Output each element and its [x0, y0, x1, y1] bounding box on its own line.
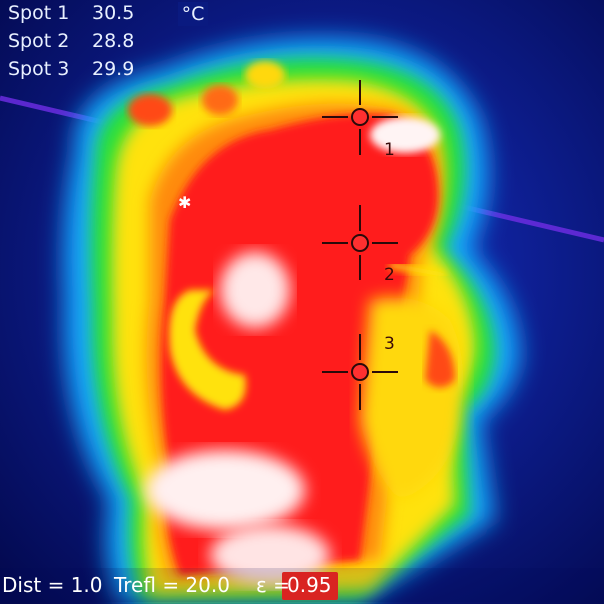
- reflected-temp-readout: Trefl = 20.0: [114, 573, 230, 597]
- asterisk-icon: ✱: [178, 193, 191, 212]
- spot-2-value: 28.8: [92, 30, 135, 52]
- marker-label-1: 1: [384, 140, 395, 160]
- spot-marker-3[interactable]: [322, 334, 398, 410]
- marker-label-3: 3: [384, 334, 395, 354]
- marker-label-2: 2: [384, 265, 395, 285]
- hotspot-cheek: [220, 252, 290, 328]
- distance-readout: Dist = 1.0: [2, 573, 103, 597]
- ear: [169, 290, 246, 410]
- temperature-unit: °C: [178, 2, 208, 26]
- spot-marker-1[interactable]: [322, 80, 398, 155]
- spot-1-value: 30.5: [92, 2, 135, 24]
- spot-marker-2[interactable]: [322, 205, 398, 280]
- status-bar: Dist = 1.0 Trefl = 20.0 ε = 0.95: [0, 568, 604, 602]
- hotspot-forehead: [370, 117, 440, 153]
- emissivity-highlight: [282, 572, 338, 600]
- spot-1-label: Spot 1: [8, 2, 70, 24]
- hotspot-neck: [145, 450, 305, 530]
- spot-2-label: Spot 2: [8, 30, 70, 52]
- spot-3-value: 29.9: [92, 58, 135, 80]
- spot-3-label: Spot 3: [8, 58, 70, 80]
- emissivity-label: ε =: [256, 573, 290, 597]
- emissivity-value[interactable]: 0.95: [287, 573, 332, 597]
